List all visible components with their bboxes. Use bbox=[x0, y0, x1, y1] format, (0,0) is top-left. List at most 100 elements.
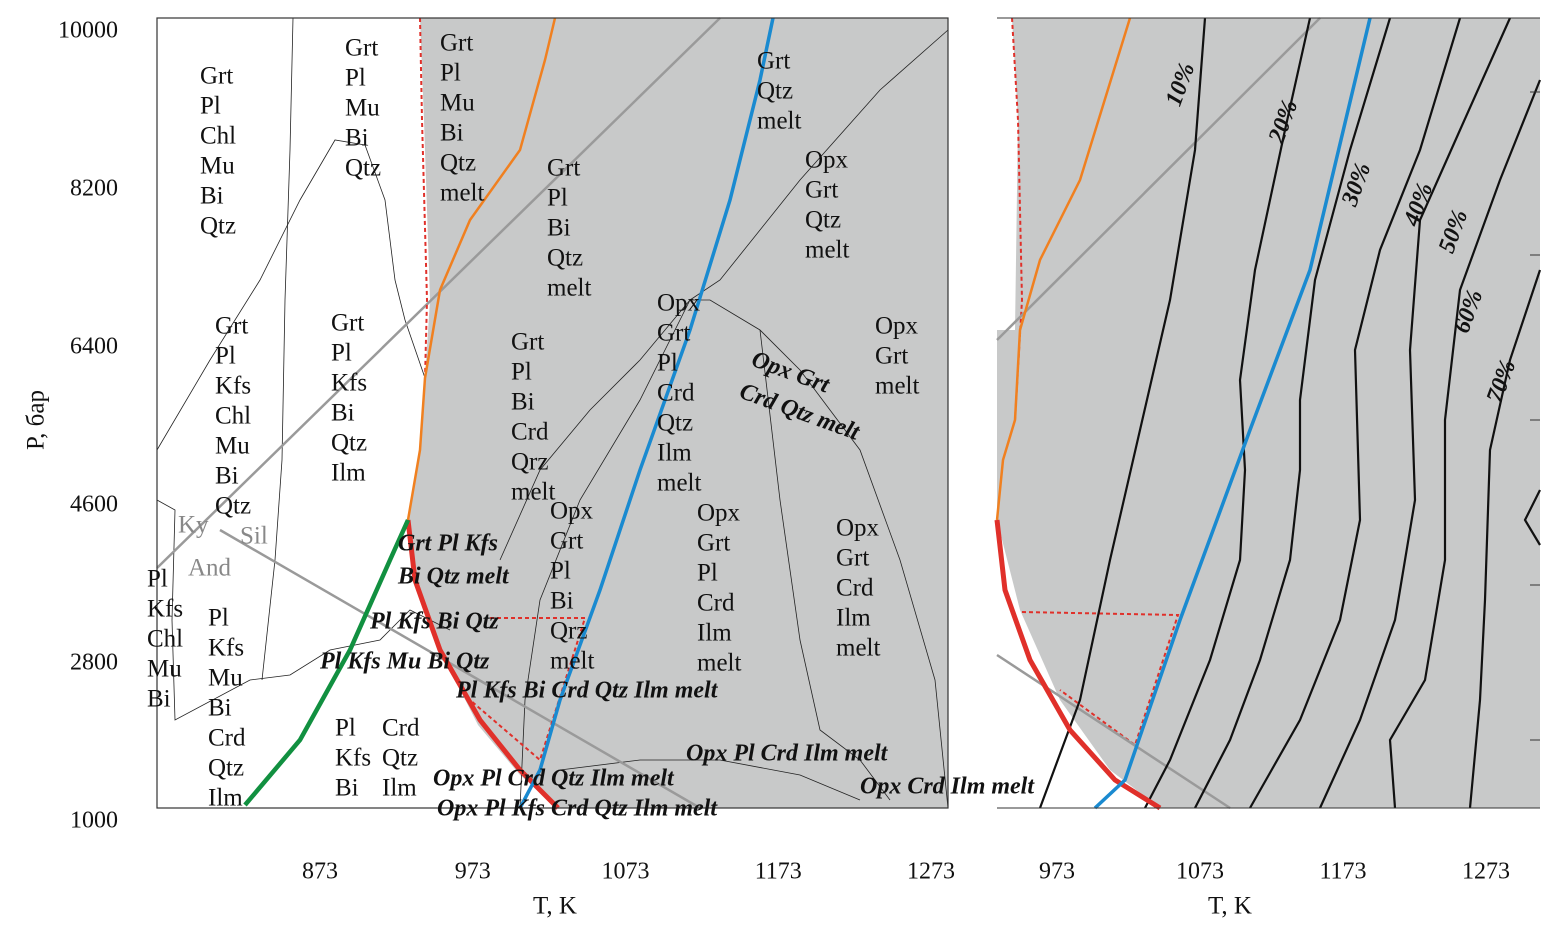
field-label: Bi bbox=[331, 400, 355, 427]
field-label: melt bbox=[440, 180, 484, 207]
field-label: Pl bbox=[335, 715, 356, 742]
boundary bbox=[156, 499, 451, 721]
field-label: Ilm bbox=[836, 605, 871, 632]
orange-curve bbox=[406, 17, 557, 521]
field-label: Opx bbox=[875, 313, 919, 340]
field-label: Mu bbox=[215, 433, 250, 460]
boundary bbox=[156, 139, 426, 451]
x-tick-label: 873 bbox=[302, 859, 338, 885]
field-label: Crd bbox=[836, 575, 874, 602]
x-axis-label: T, K bbox=[1208, 893, 1252, 920]
reaction-label: Opx Crd Ilm melt bbox=[860, 774, 1035, 800]
reaction-label: Pl Kfs Mu Bi Qtz bbox=[319, 649, 490, 675]
field-label: Kfs bbox=[147, 596, 183, 623]
field-label: Opx bbox=[805, 147, 849, 174]
field-label: Pl bbox=[331, 340, 352, 367]
field-label: Crd bbox=[511, 419, 549, 446]
isopleth bbox=[1249, 17, 1462, 809]
y-axis-label: P, бар bbox=[23, 390, 50, 450]
field-label: Grt bbox=[547, 155, 580, 182]
field-label: Pl bbox=[345, 65, 366, 92]
field-label: Pl bbox=[550, 558, 571, 585]
field-label: Ilm bbox=[208, 785, 243, 812]
field-label: Ilm bbox=[331, 460, 366, 487]
isopleth bbox=[1468, 269, 1542, 809]
field-label: Bi bbox=[345, 125, 369, 152]
field-label: Grt bbox=[440, 30, 473, 57]
field-label: melt bbox=[875, 373, 919, 400]
y-tick-label: 2800 bbox=[70, 649, 118, 675]
isopleth bbox=[1388, 79, 1542, 809]
field-label: Grt bbox=[805, 177, 838, 204]
field-label: Opx bbox=[657, 290, 701, 317]
field-label: melt bbox=[836, 635, 880, 662]
blue-curve bbox=[518, 17, 775, 809]
field-label: Crd bbox=[697, 590, 735, 617]
field-label: Mu bbox=[208, 665, 243, 692]
field-label: melt bbox=[697, 650, 741, 677]
boundary bbox=[689, 29, 949, 301]
field-label: Pl bbox=[511, 359, 532, 386]
field-label: Qtz bbox=[757, 78, 793, 105]
field-label: Grt bbox=[697, 530, 730, 557]
minor-ticks bbox=[1530, 91, 1540, 741]
field-label: Pl bbox=[147, 566, 168, 593]
isopleth bbox=[1144, 17, 1312, 809]
field-label: Bi bbox=[215, 463, 239, 490]
reaction-label: Opx Pl Kfs Crd Qtz Ilm melt bbox=[437, 796, 718, 822]
y-tick-label: 8200 bbox=[70, 175, 118, 201]
field-label: melt bbox=[805, 237, 849, 264]
reaction-label: Pl Kfs Bi Crd Qtz Ilm melt bbox=[455, 678, 719, 704]
field-label: Kfs bbox=[335, 745, 371, 772]
field-label: Mu bbox=[147, 656, 182, 683]
field-label: Qtz bbox=[215, 493, 251, 520]
x-tick-label: 1173 bbox=[1319, 859, 1366, 885]
field-label: Bi bbox=[550, 588, 574, 615]
x-tick-label: 1273 bbox=[907, 859, 955, 885]
solidus-dashed bbox=[419, 17, 429, 379]
isopleth bbox=[1038, 17, 1207, 809]
x-tick-label: 1073 bbox=[602, 859, 650, 885]
field-label: Bi bbox=[440, 120, 464, 147]
orange-curve bbox=[995, 17, 1132, 521]
field-label: Grt bbox=[511, 329, 544, 356]
field-label: melt bbox=[757, 108, 801, 135]
field-label: Kfs bbox=[331, 370, 367, 397]
x-tick-label: 1273 bbox=[1462, 859, 1510, 885]
field-label: Chl bbox=[147, 626, 183, 653]
field-label: Kfs bbox=[215, 373, 251, 400]
field-label: Pl bbox=[440, 60, 461, 87]
reaction-line bbox=[219, 528, 701, 810]
boundary bbox=[261, 17, 294, 681]
field-label: Ilm bbox=[382, 775, 417, 802]
y-tick-label: 4600 bbox=[70, 491, 118, 517]
y-tick-label: 6400 bbox=[70, 333, 118, 359]
field-label: Chl bbox=[215, 403, 251, 430]
field-label: Bi bbox=[147, 686, 171, 713]
field-label: Crd bbox=[657, 380, 695, 407]
left-frame bbox=[156, 17, 949, 809]
field-label: Pl bbox=[547, 185, 568, 212]
reaction-label: Grt Pl Kfs bbox=[398, 531, 498, 557]
field-label: melt bbox=[547, 275, 591, 302]
field-label: Mu bbox=[440, 90, 475, 117]
field-label: Bi bbox=[547, 215, 571, 242]
field-label: Ilm bbox=[697, 620, 732, 647]
field-label: Chl bbox=[200, 123, 236, 150]
field-label: Crd bbox=[382, 715, 420, 742]
y-tick-label: 10000 bbox=[58, 17, 118, 43]
field-label: Qtz bbox=[200, 213, 236, 240]
polymorph-label: And bbox=[188, 555, 232, 582]
x-tick-label: 973 bbox=[455, 859, 491, 885]
reaction-line bbox=[996, 653, 1231, 810]
reaction-label: Pl Kfs Bi Qtz bbox=[369, 609, 499, 635]
field-label: Grt bbox=[875, 343, 908, 370]
field-label: Pl bbox=[657, 350, 678, 377]
boundary bbox=[499, 299, 691, 561]
field-label: melt bbox=[657, 470, 701, 497]
melt-field bbox=[997, 18, 1540, 808]
field-label: Opx bbox=[550, 498, 594, 525]
field-label: Qtz bbox=[331, 430, 367, 457]
blue-curve bbox=[1093, 17, 1372, 810]
field-label: Qtz bbox=[805, 207, 841, 234]
